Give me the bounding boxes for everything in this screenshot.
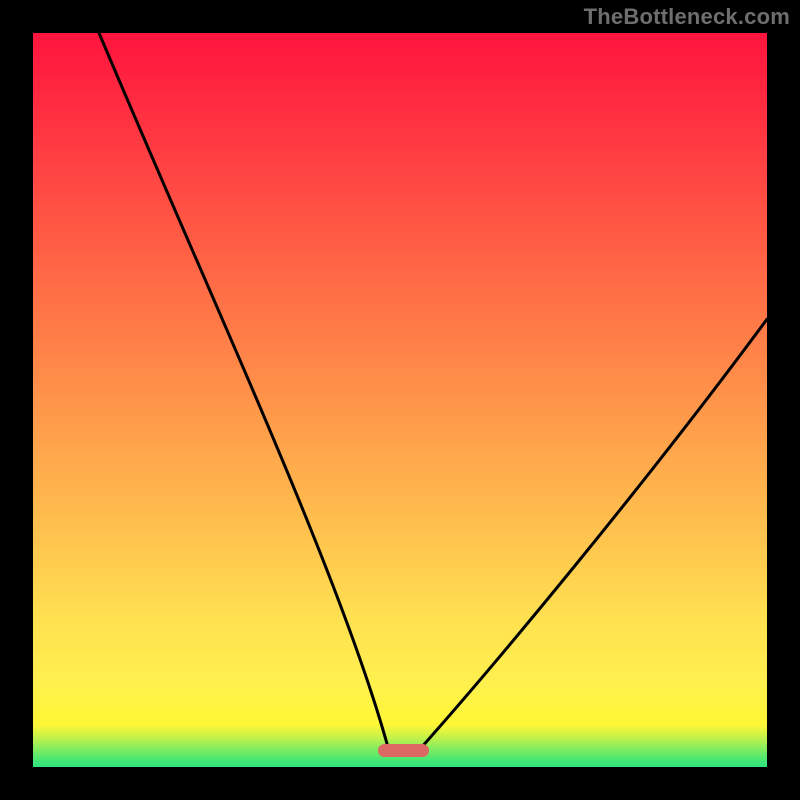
- bottleneck-marker: [378, 744, 429, 757]
- watermark-text: TheBottleneck.com: [584, 4, 790, 30]
- bottleneck-curve: [99, 33, 767, 751]
- chart-container: TheBottleneck.com: [0, 0, 800, 800]
- plot-area: [33, 33, 767, 767]
- curve-layer: [33, 33, 767, 767]
